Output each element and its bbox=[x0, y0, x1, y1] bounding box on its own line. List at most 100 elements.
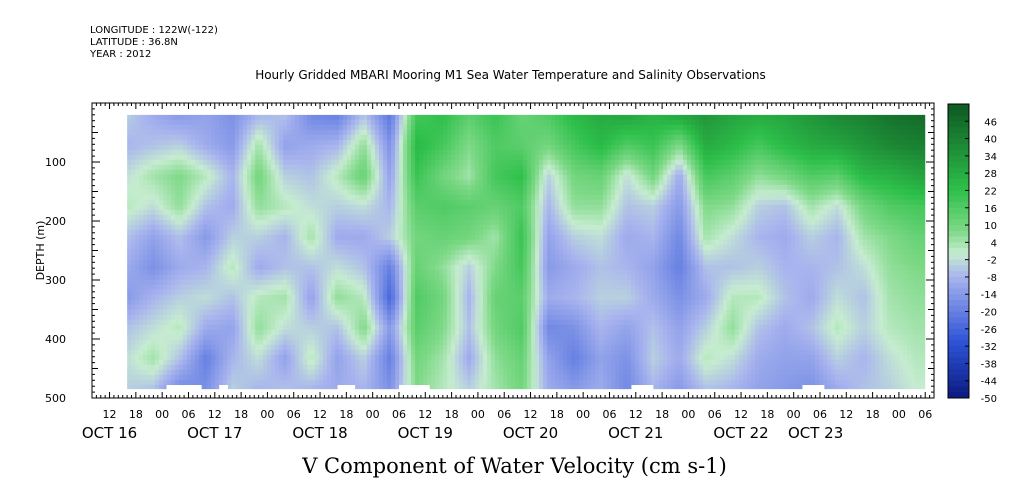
heat-cell bbox=[219, 354, 224, 361]
heat-cell bbox=[151, 149, 156, 156]
heat-cell bbox=[343, 224, 348, 231]
heat-cell bbox=[323, 114, 328, 121]
heat-cell bbox=[447, 249, 452, 256]
heat-cell bbox=[427, 209, 432, 216]
heat-cell bbox=[327, 324, 332, 331]
heat-cell bbox=[443, 174, 448, 181]
heat-cell bbox=[227, 229, 232, 236]
heat-cell bbox=[243, 379, 248, 386]
heat-cell bbox=[467, 159, 472, 166]
heat-cell bbox=[171, 229, 176, 236]
heat-cell bbox=[483, 334, 488, 341]
heat-cell bbox=[283, 124, 288, 131]
heat-cell bbox=[339, 229, 344, 236]
heat-cell bbox=[479, 124, 484, 131]
heat-cell bbox=[251, 214, 256, 221]
heat-cell bbox=[291, 249, 296, 256]
heat-cell bbox=[271, 299, 276, 306]
heat-cell bbox=[367, 334, 372, 341]
heat-cell bbox=[391, 229, 396, 236]
heat-cell bbox=[143, 294, 148, 301]
heat-cell bbox=[307, 379, 312, 386]
heat-cell bbox=[223, 364, 228, 371]
heat-cell bbox=[387, 314, 392, 321]
heat-cell bbox=[191, 269, 196, 276]
heat-cell bbox=[419, 329, 424, 336]
heat-cell bbox=[243, 359, 248, 366]
heat-cell bbox=[251, 239, 256, 246]
heat-cell bbox=[299, 284, 304, 291]
heat-cell bbox=[223, 194, 228, 201]
heat-cell bbox=[279, 364, 284, 371]
heat-cell bbox=[475, 269, 480, 276]
heat-cell bbox=[471, 219, 476, 226]
heat-cell bbox=[247, 354, 252, 361]
heat-cell bbox=[403, 219, 408, 226]
heat-cell bbox=[211, 334, 216, 341]
heat-cell bbox=[443, 289, 448, 296]
heat-cell bbox=[219, 274, 224, 281]
heat-cell bbox=[211, 119, 216, 126]
heat-cell bbox=[415, 124, 420, 131]
heat-cell bbox=[167, 224, 172, 231]
heat-cell bbox=[459, 199, 464, 206]
heat-cell bbox=[179, 229, 184, 236]
heat-cell bbox=[179, 134, 184, 141]
heat-cell bbox=[487, 189, 492, 196]
heat-cell bbox=[371, 184, 376, 191]
heat-cell bbox=[315, 119, 320, 126]
heat-cell bbox=[459, 374, 464, 381]
heat-cell bbox=[179, 184, 184, 191]
heat-cell bbox=[311, 229, 316, 236]
heat-cell bbox=[319, 259, 324, 266]
heat-cell bbox=[263, 319, 268, 326]
heat-cell bbox=[127, 224, 132, 231]
heat-cell bbox=[415, 254, 420, 261]
heat-cell bbox=[279, 189, 284, 196]
heat-cell bbox=[135, 329, 140, 336]
heat-cell bbox=[275, 134, 280, 141]
heat-cell bbox=[391, 384, 396, 390]
heat-cell bbox=[339, 349, 344, 356]
heat-cell bbox=[271, 174, 276, 181]
heat-cell bbox=[343, 274, 348, 281]
heat-cell bbox=[239, 369, 244, 376]
heat-cell bbox=[475, 274, 480, 281]
heat-cell bbox=[423, 379, 428, 386]
heat-cell bbox=[295, 244, 300, 251]
heat-cell bbox=[359, 289, 364, 296]
heat-cell bbox=[315, 274, 320, 281]
heat-cell bbox=[155, 314, 160, 321]
heat-cell bbox=[275, 129, 280, 136]
heat-cell bbox=[211, 194, 216, 201]
heat-cell bbox=[203, 194, 208, 201]
heat-cell bbox=[143, 134, 148, 141]
heat-cell bbox=[331, 194, 336, 201]
heat-cell bbox=[295, 124, 300, 131]
heat-cell bbox=[335, 124, 340, 131]
heat-cell bbox=[187, 139, 192, 146]
heat-cell bbox=[183, 379, 188, 386]
heat-cell bbox=[431, 349, 436, 356]
heat-cell bbox=[231, 229, 236, 236]
heat-cell bbox=[395, 194, 400, 201]
heat-cell bbox=[131, 149, 136, 156]
heat-cell bbox=[203, 334, 208, 341]
heat-cell bbox=[463, 259, 468, 266]
heat-cell bbox=[147, 329, 152, 336]
heat-cell bbox=[235, 199, 240, 206]
heat-cell bbox=[363, 264, 368, 271]
heat-cell bbox=[243, 339, 248, 346]
heat-cell bbox=[443, 314, 448, 321]
heat-cell bbox=[307, 374, 312, 381]
heat-cell bbox=[455, 229, 460, 236]
heat-cell bbox=[251, 139, 256, 146]
heat-cell bbox=[299, 264, 304, 271]
heat-cell bbox=[287, 274, 292, 281]
heat-cell bbox=[423, 299, 428, 306]
heat-cell bbox=[423, 224, 428, 231]
heat-cell bbox=[211, 359, 216, 366]
heat-cell bbox=[363, 244, 368, 251]
heat-cell bbox=[191, 114, 196, 121]
heat-cell bbox=[247, 159, 252, 166]
